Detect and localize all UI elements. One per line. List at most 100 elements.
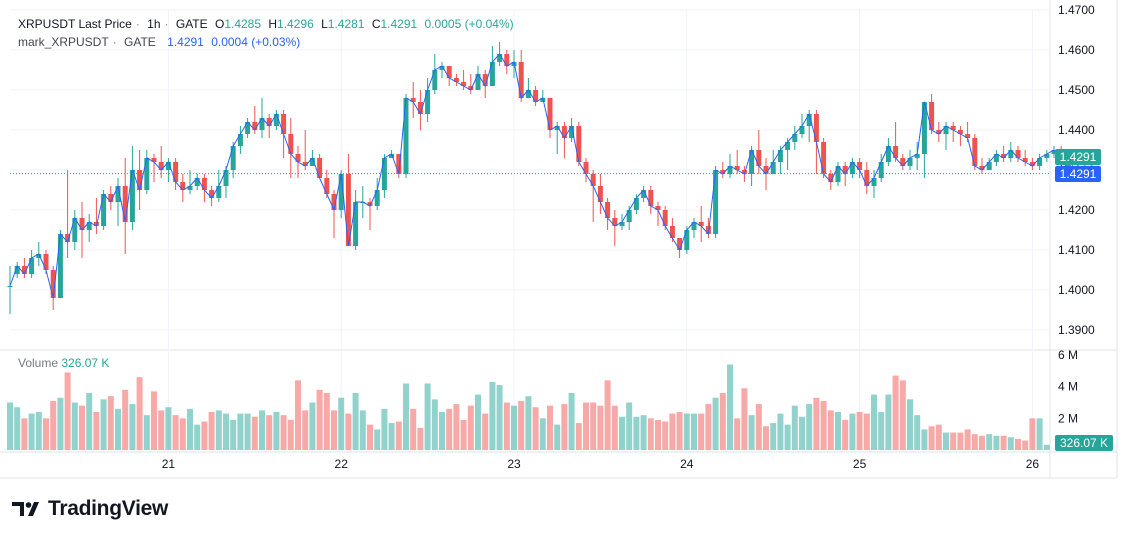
volume-bar	[431, 399, 438, 450]
volume-bar	[611, 405, 618, 450]
volume-bar	[86, 393, 93, 450]
volume-bar	[921, 429, 928, 450]
candle-body	[331, 194, 337, 210]
volume-bar	[813, 397, 820, 450]
volume-bar	[352, 393, 359, 450]
candle	[871, 170, 877, 198]
candle-body	[29, 258, 35, 274]
volume-bar	[259, 410, 265, 450]
price-tick-label: 1.4400	[1058, 123, 1095, 137]
candle-body	[785, 142, 791, 150]
volume-bar	[633, 416, 640, 450]
candle	[425, 78, 431, 122]
volume-bar	[338, 397, 345, 450]
candle-body	[223, 170, 229, 186]
candle	[1029, 158, 1035, 170]
tradingview-logo[interactable]: TradingView	[12, 497, 168, 521]
candle	[518, 50, 524, 102]
candle	[237, 126, 243, 154]
candle	[900, 154, 906, 170]
candle-body	[309, 158, 315, 166]
candle-body	[943, 126, 949, 134]
volume-bar	[1029, 418, 1036, 450]
candle	[569, 118, 575, 142]
candle-body	[259, 118, 265, 130]
candle-body	[446, 66, 452, 78]
candle-body	[979, 166, 985, 170]
volume-bar	[1043, 444, 1050, 450]
low-value: 1.4281	[327, 17, 365, 31]
candle	[137, 150, 143, 210]
candle	[489, 46, 495, 86]
close-value: 1.4291	[380, 17, 418, 31]
volume-tick-label: 2 M	[1058, 411, 1078, 425]
volume-bar	[1015, 438, 1021, 450]
volume-bar	[187, 408, 193, 450]
candle-body	[288, 134, 294, 154]
volume-bar	[215, 410, 222, 450]
volume-bar	[129, 404, 136, 450]
volume-bar	[208, 412, 215, 450]
candle-body	[641, 190, 647, 198]
candle-body	[605, 202, 611, 218]
volume-bar	[136, 377, 143, 450]
volume-bar	[179, 418, 186, 450]
candle-body	[324, 178, 330, 194]
candle-body	[237, 134, 243, 146]
candle-body	[1008, 150, 1014, 158]
volume-bar	[878, 412, 885, 450]
mark-legend[interactable]: mark_XRPUSDT · GATE 1.4291 0.0004 (+0.03%…	[18, 35, 301, 49]
volume-bar	[827, 410, 834, 450]
volume-bar	[244, 413, 251, 450]
candle	[857, 158, 863, 178]
candle-body	[230, 146, 236, 170]
open-label: O	[214, 17, 225, 31]
symbol-legend[interactable]: XRPUSDT Last Price · 1h · GATE O1.4285 H1.…	[18, 17, 514, 31]
volume-bar	[539, 418, 546, 450]
time-tick-label: 26	[1026, 457, 1040, 471]
volume-bar	[201, 421, 208, 450]
volume-bar	[806, 404, 813, 450]
candle	[417, 90, 423, 130]
candle	[29, 250, 35, 278]
volume-bar	[518, 400, 525, 450]
candle-body	[201, 178, 207, 190]
candle-body	[245, 122, 251, 134]
candle	[921, 102, 927, 178]
candle-body	[497, 54, 503, 62]
candle-body	[612, 218, 618, 226]
time-tick-label: 23	[507, 457, 521, 471]
close-label: C	[371, 17, 381, 31]
volume-bar	[273, 412, 280, 450]
candle	[698, 206, 704, 242]
candle	[612, 210, 618, 246]
candle-body	[367, 202, 373, 206]
volume-bar	[770, 423, 777, 450]
volume-bar	[115, 408, 121, 450]
candle-body	[921, 102, 927, 154]
candle-body	[849, 162, 855, 174]
volume-bar	[395, 421, 402, 450]
volume-label: Volume	[18, 356, 59, 370]
volume-bar	[14, 407, 21, 450]
candle	[979, 158, 985, 174]
volume-bar	[676, 412, 683, 450]
volume-bar	[655, 419, 661, 450]
candle	[86, 214, 92, 242]
candle-body	[453, 78, 459, 82]
candle	[21, 258, 27, 278]
candle-body	[1037, 158, 1043, 166]
volume-legend[interactable]: Volume 326.07 K	[18, 356, 109, 370]
candle-body	[50, 270, 56, 298]
price-tick-label: 1.4200	[1058, 203, 1095, 217]
price-tick-label: 1.4500	[1058, 83, 1095, 97]
volume-bar	[662, 421, 669, 450]
candle	[633, 194, 639, 214]
candle	[525, 78, 531, 98]
candle	[432, 54, 438, 94]
candle	[864, 162, 870, 194]
candle	[677, 238, 683, 258]
axes: 1.47001.46001.45001.44001.43001.42001.41…	[162, 3, 1095, 471]
volume-bar	[719, 393, 726, 450]
